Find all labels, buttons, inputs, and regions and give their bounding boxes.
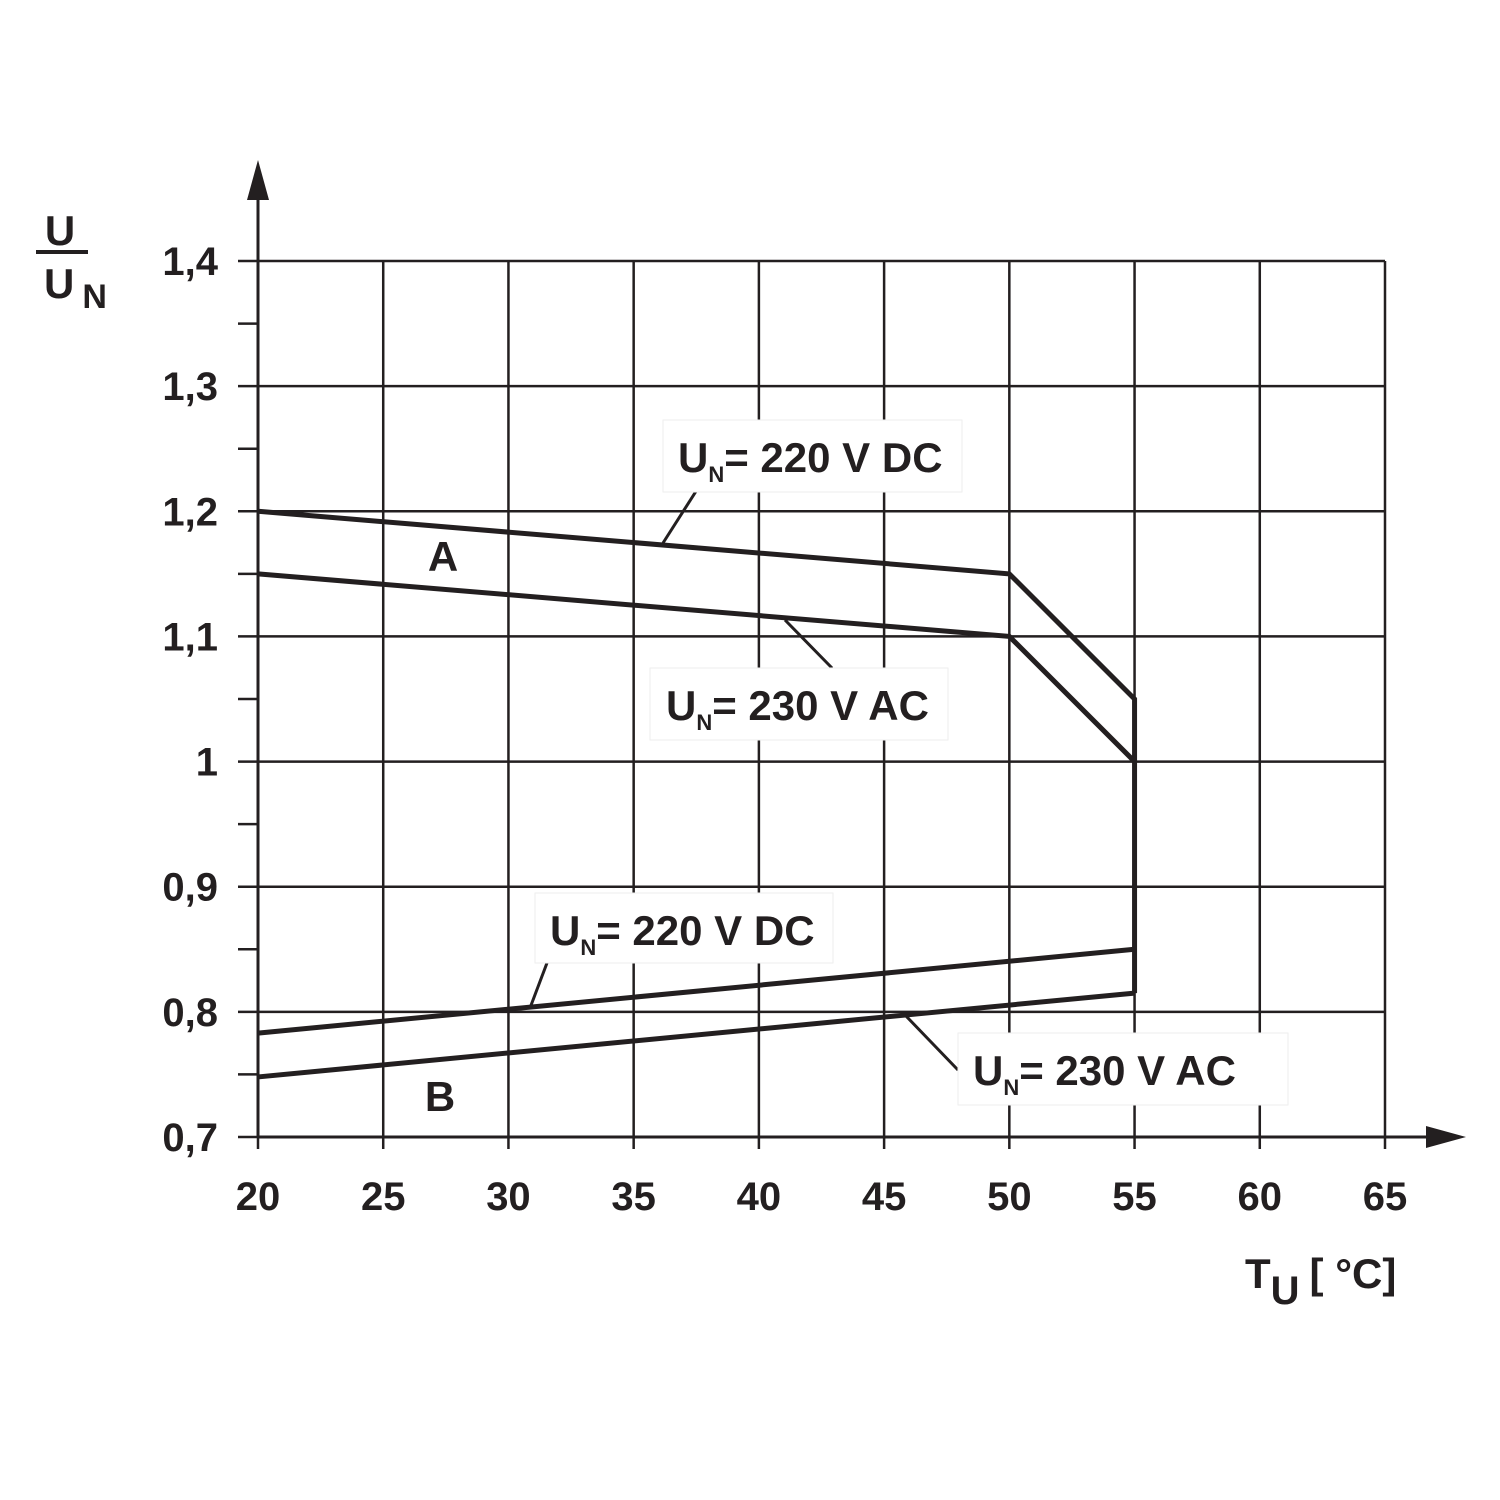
region-label: A bbox=[428, 533, 458, 580]
x-tick-label: 50 bbox=[987, 1175, 1032, 1219]
x-label-symbol: T bbox=[1245, 1250, 1271, 1297]
leader-line bbox=[528, 954, 552, 1009]
annotation-box bbox=[957, 1032, 1289, 1106]
y-tick-label: 1 bbox=[196, 741, 218, 785]
curve bbox=[257, 946, 1135, 1036]
annotation-box bbox=[649, 667, 949, 741]
curve bbox=[257, 990, 1135, 1080]
x-tick-label: 30 bbox=[486, 1175, 531, 1219]
curve bbox=[257, 508, 1138, 994]
annotation-symbol: U bbox=[550, 907, 580, 954]
annotation: UN= 220 V DC bbox=[550, 907, 815, 960]
y-axis-arrow bbox=[247, 160, 269, 200]
y-tick-label: 0,9 bbox=[162, 866, 218, 910]
x-label-unit: [ °C] bbox=[1310, 1250, 1397, 1297]
annotation-text: = 230 V AC bbox=[712, 682, 929, 729]
x-tick-label: 35 bbox=[611, 1175, 656, 1219]
y-tick-label: 1,1 bbox=[162, 615, 218, 659]
annotation-subscript: N bbox=[708, 462, 724, 487]
x-tick-label: 65 bbox=[1363, 1175, 1408, 1219]
y-tick-label: 0,8 bbox=[162, 991, 218, 1035]
annotation-subscript: N bbox=[696, 710, 712, 735]
leader-line bbox=[903, 1013, 960, 1072]
annotation: UN= 230 V AC bbox=[666, 682, 929, 735]
y-label-subscript: N bbox=[82, 278, 107, 316]
y-tick-label: 1,2 bbox=[162, 490, 218, 534]
annotation-text: = 220 V DC bbox=[724, 434, 942, 481]
x-tick-label: 20 bbox=[236, 1175, 281, 1219]
x-tick-label: 55 bbox=[1112, 1175, 1157, 1219]
y-tick-label: 1,3 bbox=[162, 365, 218, 409]
x-tick-label: 40 bbox=[737, 1175, 782, 1219]
annotation-box bbox=[534, 892, 834, 964]
annotation-subscript: N bbox=[1003, 1075, 1019, 1100]
x-label-subscript: U bbox=[1271, 1269, 1300, 1313]
annotation: UN= 220 V DC bbox=[678, 434, 943, 487]
x-axis-arrow bbox=[1426, 1126, 1466, 1148]
annotation-symbol: U bbox=[973, 1047, 1003, 1094]
y-label-numerator: U bbox=[45, 207, 75, 254]
x-tick-label: 25 bbox=[361, 1175, 406, 1219]
annotation-box bbox=[662, 419, 963, 493]
annotation-symbol: U bbox=[678, 434, 708, 481]
y-label-symbol: U bbox=[44, 260, 74, 307]
leader-line bbox=[783, 618, 834, 670]
x-tick-label: 45 bbox=[862, 1175, 907, 1219]
region-label: B bbox=[425, 1073, 455, 1120]
curve bbox=[257, 571, 1137, 764]
annotation-text: = 230 V AC bbox=[1019, 1047, 1236, 1094]
annotation-symbol: U bbox=[666, 682, 696, 729]
x-tick-label: 60 bbox=[1238, 1175, 1283, 1219]
x-label: TU[ °C] bbox=[1245, 1250, 1396, 1313]
y-tick-label: 1,4 bbox=[162, 240, 218, 284]
leader-line bbox=[661, 484, 702, 544]
y-tick-label: 0,7 bbox=[162, 1116, 218, 1160]
annotation-subscript: N bbox=[580, 935, 596, 960]
annotation-text: = 220 V DC bbox=[596, 907, 814, 954]
annotation: UN= 230 V AC bbox=[973, 1047, 1236, 1100]
